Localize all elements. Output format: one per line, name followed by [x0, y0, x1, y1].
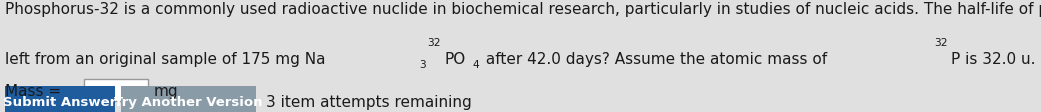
Text: after 42.0 days? Assume the atomic mass of: after 42.0 days? Assume the atomic mass …: [481, 52, 832, 66]
Text: left from an original sample of 175 mg Na: left from an original sample of 175 mg N…: [5, 52, 326, 66]
Text: P is 32.0 u.: P is 32.0 u.: [951, 52, 1036, 66]
Text: 32: 32: [428, 38, 441, 48]
Text: 4: 4: [473, 59, 479, 69]
Text: Mass =: Mass =: [5, 84, 67, 99]
FancyBboxPatch shape: [121, 86, 256, 112]
Text: 3 item attempts remaining: 3 item attempts remaining: [266, 95, 473, 109]
FancyBboxPatch shape: [5, 86, 115, 112]
Text: mg: mg: [154, 84, 178, 99]
Text: 3: 3: [418, 59, 426, 69]
FancyBboxPatch shape: [84, 79, 149, 101]
Text: Phosphorus-32 is a commonly used radioactive nuclide in biochemical research, pa: Phosphorus-32 is a commonly used radioac…: [5, 2, 1041, 17]
Text: Submit Answer: Submit Answer: [3, 95, 117, 108]
Text: Try Another Version: Try Another Version: [115, 95, 262, 108]
Text: 32: 32: [934, 38, 947, 48]
Text: PO: PO: [445, 52, 466, 66]
